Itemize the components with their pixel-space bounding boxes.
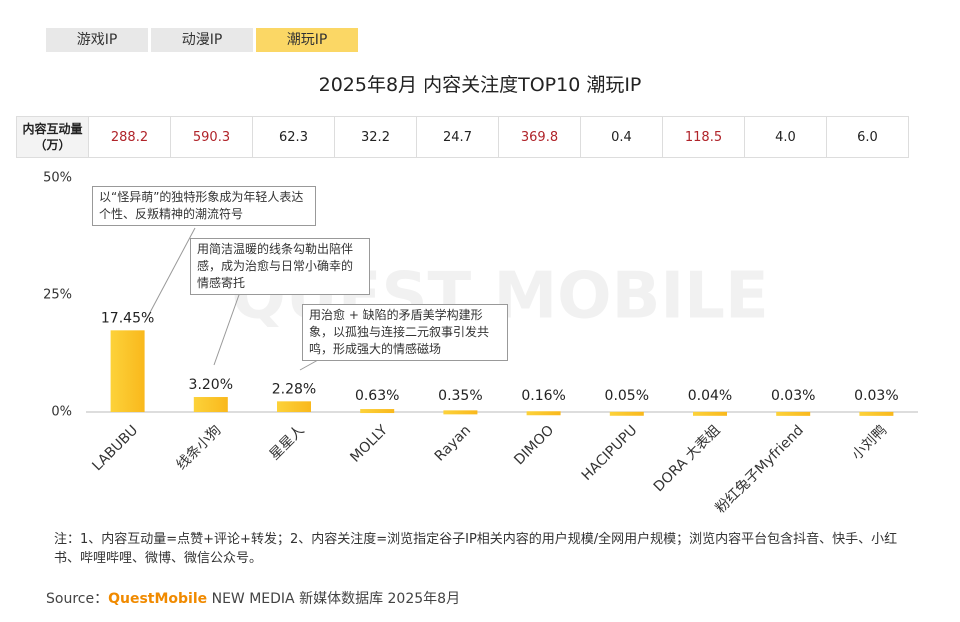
x-tick-label: HACIPUPU [579, 422, 641, 484]
annotation: 用治愈 + 缺陷的矛盾美学构建形象，以孤独与连接二元叙事引发共鸣，形成强大的情感… [302, 304, 508, 361]
callout-tail [213, 291, 241, 366]
footnote: 注：1、内容互动量=点赞+评论+转发；2、内容关注度=浏览指定谷子IP相关内容的… [54, 532, 898, 566]
x-tick-label: MOLLY [347, 422, 391, 466]
table-cell: 4.0 [744, 116, 827, 158]
table-cell: 590.3 [170, 116, 253, 158]
bar [526, 411, 561, 416]
source-label: Source： [46, 591, 109, 607]
y-tick-label: 50% [43, 171, 72, 186]
x-tick-label: 星星人 [267, 422, 308, 463]
table-cell: 32.2 [334, 116, 417, 158]
source: Source：QuestMobile NEW MEDIA 新媒体数据库 2025… [46, 588, 460, 608]
x-tick-label: 线条小狗 [173, 422, 225, 474]
y-tick-label: 25% [43, 288, 72, 303]
value-label: 0.63% [355, 388, 399, 404]
tab[interactable]: 动漫IP [151, 28, 253, 52]
chart-title: 2025年8月 内容关注度TOP10 潮玩IP [318, 74, 642, 96]
value-label: 0.16% [521, 388, 565, 404]
tab-active[interactable]: 潮玩IP [256, 28, 358, 52]
bar [776, 411, 811, 416]
table-cell: 6.0 [826, 116, 909, 158]
x-tick-label: 粉红兔子Myfriend [713, 422, 807, 516]
x-tick-label: LABUBU [89, 422, 141, 474]
value-label: 0.03% [854, 388, 898, 404]
bar [193, 397, 228, 412]
table-cell: 288.2 [88, 116, 171, 158]
bar [693, 411, 727, 416]
annotation: 用简洁温暖的线条勾勒出陪伴感，成为治愈与日常小确幸的情感寄托 [190, 238, 370, 295]
source-brand: QuestMobile [108, 591, 208, 607]
value-label: 3.20% [189, 377, 233, 393]
callout-tail [145, 227, 196, 321]
interaction-table: 内容互动量（万） 288.2 590.3 62.3 32.2 24.7 369.8 0.4 11… [16, 116, 909, 158]
source-text: NEW MEDIA 新媒体数据库 2025年8月 [207, 591, 461, 607]
x-tick-label: 小刘鸭 [849, 422, 890, 463]
value-label: 0.35% [438, 388, 482, 404]
bar [859, 411, 894, 416]
y-tick-label: 0% [51, 405, 72, 420]
tab[interactable]: 游戏IP [46, 28, 148, 52]
bar [360, 409, 395, 414]
value-label: 0.04% [688, 388, 732, 404]
x-tick-label: DIMOO [511, 422, 557, 468]
table-cell: 24.7 [416, 116, 499, 158]
value-label: 17.45% [101, 310, 154, 326]
x-tick-label: Rayan [432, 422, 474, 464]
bar [277, 401, 311, 412]
table-cell: 369.8 [498, 116, 581, 158]
value-label: 2.28% [272, 381, 316, 397]
callout-tail [299, 359, 319, 371]
table-cell: 118.5 [662, 116, 745, 158]
table-cell: 62.3 [252, 116, 335, 158]
bar [443, 410, 478, 415]
bar [110, 330, 145, 412]
table-cell: 0.4 [580, 116, 663, 158]
annotation: 以“怪异萌”的独特形象成为年轻人表达个性、反叛精神的潮流符号 [92, 186, 316, 226]
value-label: 0.03% [771, 388, 815, 404]
row-label: 内容互动量（万） [16, 116, 89, 158]
value-label: 0.05% [605, 388, 649, 404]
bar [609, 411, 644, 416]
x-tick-label: DORA 大表姐 [651, 422, 724, 495]
